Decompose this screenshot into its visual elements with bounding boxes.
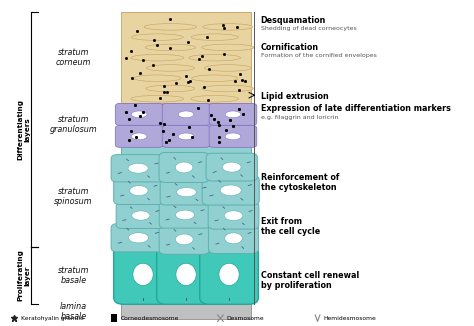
- Text: Exit from
the cell cycle: Exit from the cell cycle: [261, 217, 320, 236]
- Text: Shedding of dead corneocytes: Shedding of dead corneocytes: [261, 26, 356, 31]
- Ellipse shape: [225, 133, 241, 140]
- Text: lamina
basale: lamina basale: [60, 302, 87, 321]
- Ellipse shape: [191, 75, 238, 82]
- Text: stratum
corneum: stratum corneum: [56, 48, 91, 67]
- FancyBboxPatch shape: [162, 126, 210, 147]
- Ellipse shape: [132, 211, 150, 220]
- Ellipse shape: [225, 233, 242, 244]
- Ellipse shape: [177, 187, 196, 197]
- Text: stratum
basale: stratum basale: [58, 266, 89, 285]
- FancyBboxPatch shape: [114, 177, 164, 204]
- Ellipse shape: [134, 75, 181, 82]
- Text: Corneodesmosome: Corneodesmosome: [121, 316, 179, 321]
- Bar: [121, 103, 251, 146]
- Ellipse shape: [224, 211, 243, 220]
- Ellipse shape: [176, 263, 196, 286]
- Text: Expression of late differentiation markers: Expression of late differentiation marke…: [261, 104, 451, 113]
- FancyBboxPatch shape: [200, 246, 258, 304]
- Ellipse shape: [178, 133, 194, 140]
- Ellipse shape: [204, 65, 251, 71]
- Ellipse shape: [131, 34, 183, 40]
- Text: Lipid extrusion: Lipid extrusion: [261, 92, 328, 101]
- Text: Desmosome: Desmosome: [227, 316, 264, 321]
- Ellipse shape: [131, 54, 184, 61]
- FancyBboxPatch shape: [157, 246, 215, 304]
- Bar: [111, 314, 117, 322]
- Text: Formation of the cornified envelopes: Formation of the cornified envelopes: [261, 53, 376, 58]
- Ellipse shape: [222, 162, 241, 172]
- Ellipse shape: [175, 234, 193, 245]
- Ellipse shape: [191, 34, 238, 40]
- Ellipse shape: [131, 96, 184, 102]
- Bar: [121, 304, 251, 319]
- FancyBboxPatch shape: [111, 155, 165, 182]
- FancyBboxPatch shape: [206, 153, 257, 181]
- Ellipse shape: [131, 133, 147, 140]
- Ellipse shape: [146, 65, 194, 71]
- Ellipse shape: [189, 54, 241, 61]
- Ellipse shape: [219, 263, 239, 286]
- Ellipse shape: [175, 210, 195, 220]
- FancyBboxPatch shape: [115, 103, 163, 125]
- Ellipse shape: [178, 111, 194, 118]
- Text: stratum
granulosum: stratum granulosum: [50, 115, 97, 134]
- FancyBboxPatch shape: [202, 176, 259, 205]
- Ellipse shape: [133, 263, 153, 286]
- Bar: [121, 12, 251, 103]
- Text: Desquamation: Desquamation: [261, 16, 326, 25]
- Ellipse shape: [225, 111, 241, 118]
- Ellipse shape: [128, 163, 148, 173]
- FancyBboxPatch shape: [162, 103, 210, 125]
- FancyBboxPatch shape: [209, 103, 257, 125]
- FancyBboxPatch shape: [115, 126, 163, 147]
- Ellipse shape: [220, 185, 241, 196]
- FancyBboxPatch shape: [208, 202, 259, 229]
- Ellipse shape: [145, 44, 196, 51]
- Bar: [121, 146, 251, 247]
- FancyBboxPatch shape: [160, 179, 213, 205]
- FancyBboxPatch shape: [111, 224, 166, 252]
- Text: Keratohyalin granule: Keratohyalin granule: [21, 316, 84, 321]
- Ellipse shape: [175, 162, 193, 173]
- Text: Cornification: Cornification: [261, 43, 319, 52]
- FancyBboxPatch shape: [116, 203, 165, 229]
- Bar: [121, 247, 251, 304]
- Ellipse shape: [203, 23, 253, 30]
- Ellipse shape: [191, 96, 238, 102]
- Text: Constant cell renewal
by proliferation: Constant cell renewal by proliferation: [261, 271, 359, 290]
- Ellipse shape: [201, 44, 254, 51]
- FancyBboxPatch shape: [159, 153, 209, 183]
- FancyBboxPatch shape: [114, 246, 173, 304]
- Ellipse shape: [128, 233, 148, 243]
- Text: Hemidesmosome: Hemidesmosome: [323, 316, 376, 321]
- Text: e.g. filaggrin and loricrin: e.g. filaggrin and loricrin: [261, 115, 338, 120]
- Ellipse shape: [131, 111, 147, 118]
- Ellipse shape: [202, 85, 254, 92]
- FancyBboxPatch shape: [209, 126, 257, 147]
- Text: Differentiating
layers: Differentiating layers: [17, 99, 30, 160]
- FancyBboxPatch shape: [209, 223, 259, 254]
- FancyBboxPatch shape: [159, 225, 210, 254]
- Text: stratum
spinosum: stratum spinosum: [54, 186, 93, 206]
- FancyBboxPatch shape: [159, 202, 211, 228]
- Ellipse shape: [146, 85, 195, 92]
- Ellipse shape: [144, 23, 197, 30]
- Text: Proliferating
layer: Proliferating layer: [17, 249, 30, 302]
- Ellipse shape: [130, 185, 148, 196]
- Text: Reinforcement of
the cytoskeleton: Reinforcement of the cytoskeleton: [261, 173, 339, 192]
